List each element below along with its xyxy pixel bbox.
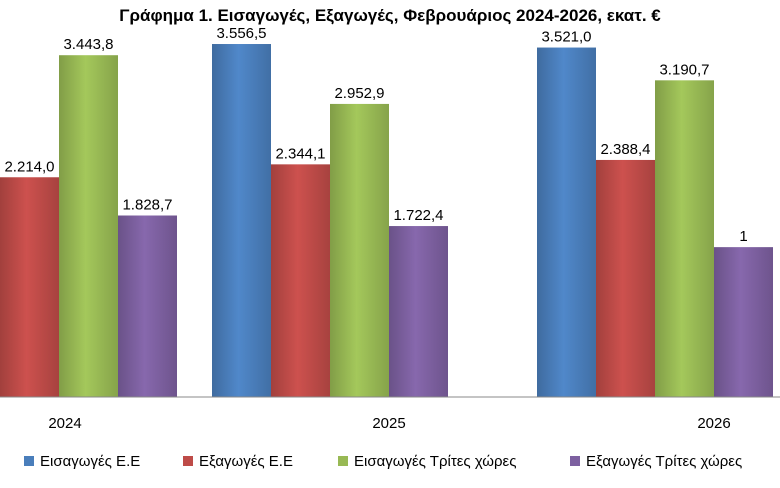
legend-label-series-1: Εισαγωγές Ε.Ε [40,453,140,470]
data-label-2025-series-4: 1.722,4 [393,207,443,224]
data-label-2026-series-3: 3.190,7 [659,61,709,78]
data-label-2024-series-4: 1.828,7 [122,197,172,214]
data-label-2025-series-2: 2.344,1 [275,145,325,162]
bar-2026-series-1 [537,47,596,398]
chart-title: Γράφημα 1. Εισαγωγές, Εξαγωγές, Φεβρουάρ… [119,6,661,25]
legend-label-series-2: Εξαγωγές Ε.Ε [199,453,293,470]
data-labels-group: 92.214,03.443,81.828,73.556,52.344,12.95… [4,25,747,245]
legend-swatch-series-3 [338,456,348,466]
bar-2025-series-2 [271,164,330,397]
x-tick-label-2025: 2025 [372,415,405,432]
data-label-2026-series-2: 2.388,4 [600,141,650,158]
legend-swatch-series-2 [183,456,193,466]
bar-2024-series-3 [59,55,118,397]
x-tick-labels: 2024 2025 2026 [48,415,730,432]
bar-2024-series-2 [0,177,59,397]
data-label-2025-series-1: 3.556,5 [216,25,266,42]
bar-2025-series-3 [330,103,389,397]
legend-label-series-3: Εισαγωγές Τρίτες χώρες [354,453,516,470]
bar-2025-series-4 [389,226,448,397]
data-label-2026-series-4: 1 [739,228,747,245]
bar-2026-series-4 [714,247,773,397]
bar-2024-series-4 [118,215,177,397]
legend: Εισαγωγές Ε.Ε Εξαγωγές Ε.Ε Εισαγωγές Τρίτε… [24,453,742,470]
data-label-2026-series-1: 3.521,0 [541,29,591,46]
legend-swatch-series-1 [24,456,34,466]
data-label-2025-series-3: 2.952,9 [334,85,384,102]
x-tick-label-2024: 2024 [48,415,81,432]
x-tick-label-2026: 2026 [697,415,730,432]
data-label-2024-series-3: 3.443,8 [63,36,113,53]
legend-label-series-4: Εξαγωγές Τρίτες χώρες [586,453,742,470]
data-label-2024-series-2: 2.214,0 [4,158,54,175]
bar-2026-series-3 [655,80,714,397]
bar-2026-series-2 [596,159,655,397]
bar-2025-series-1 [212,44,271,398]
legend-swatch-series-4 [570,456,580,466]
bars-group [0,44,773,398]
